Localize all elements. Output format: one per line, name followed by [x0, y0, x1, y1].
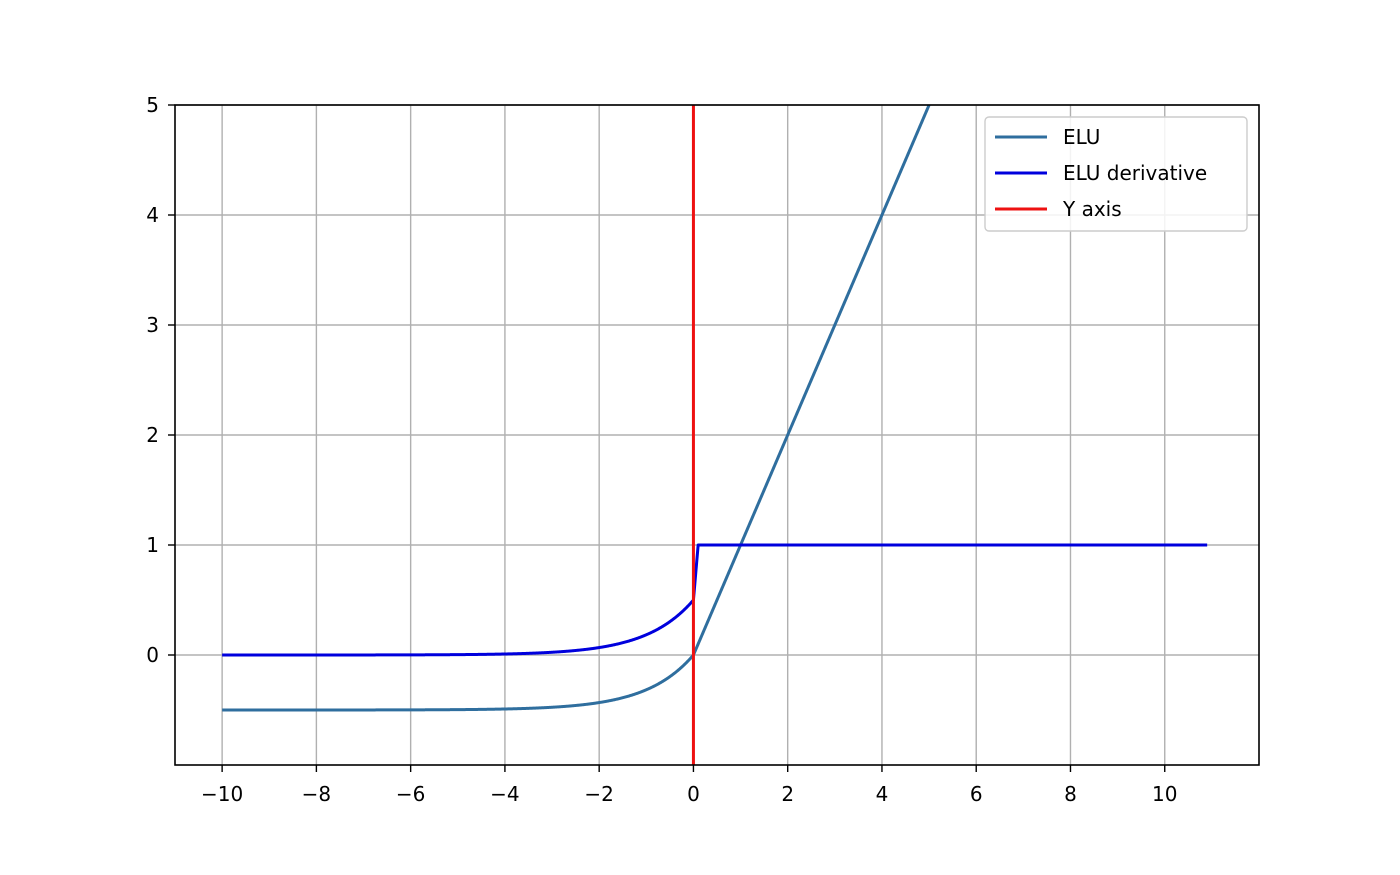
plot-lines [221, 104, 1209, 765]
ticks: −10 −8 −6 −4 −2 0 2 4 6 8 10 0 1 2 3 4 5 [146, 93, 1177, 806]
y-tick-label: 2 [146, 423, 159, 447]
legend-label: ELU [1063, 125, 1100, 149]
series-line-elu-derivative [221, 543, 1209, 657]
y-tick-label: 5 [146, 93, 159, 117]
x-tick-label: 8 [1064, 782, 1077, 806]
x-tick-label: −8 [302, 782, 331, 806]
legend-label: ELU derivative [1063, 161, 1207, 185]
x-tick-label: −4 [490, 782, 519, 806]
y-tick-label: 3 [146, 313, 159, 337]
legend-label: Y axis [1062, 197, 1122, 221]
x-tick-label: −2 [584, 782, 613, 806]
x-tick-label: 2 [781, 782, 794, 806]
x-tick-label: −10 [201, 782, 243, 806]
legend-box [984, 116, 1248, 232]
series-line-elu [221, 104, 931, 712]
x-tick-label: 10 [1152, 782, 1177, 806]
x-tick-label: 6 [970, 782, 983, 806]
y-tick-label: 4 [146, 203, 159, 227]
x-tick-label: 4 [876, 782, 889, 806]
x-tick-label: 0 [687, 782, 700, 806]
x-tick-label: −6 [396, 782, 425, 806]
legend: ELU ELU derivative Y axis [984, 116, 1248, 232]
y-tick-label: 1 [146, 533, 159, 557]
y-tick-label: 0 [146, 643, 159, 667]
